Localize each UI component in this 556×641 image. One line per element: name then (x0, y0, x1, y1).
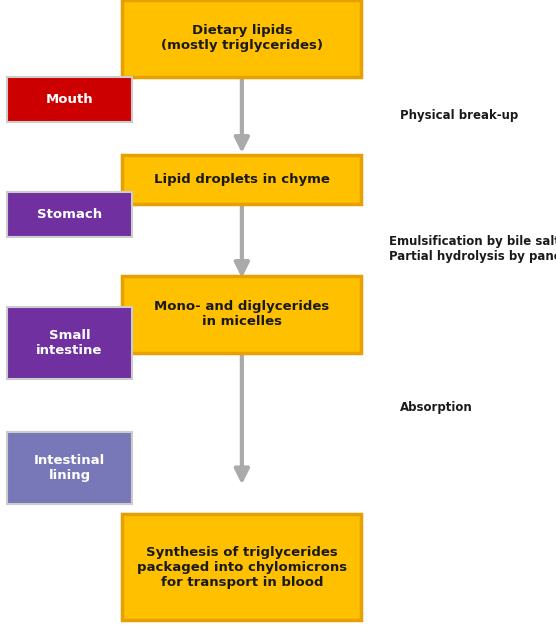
Text: Physical break-up: Physical break-up (400, 109, 519, 122)
FancyBboxPatch shape (7, 77, 132, 122)
Text: Intestinal
lining: Intestinal lining (34, 454, 105, 482)
Text: Small
intestine: Small intestine (36, 329, 103, 357)
FancyBboxPatch shape (122, 514, 361, 620)
Text: Emulsification by bile salts
Partial hydrolysis by pancreatic lipase: Emulsification by bile salts Partial hyd… (389, 235, 556, 263)
Text: Dietary lipids
(mostly triglycerides): Dietary lipids (mostly triglycerides) (161, 24, 323, 53)
FancyBboxPatch shape (122, 0, 361, 77)
FancyBboxPatch shape (7, 192, 132, 237)
Text: Absorption: Absorption (400, 401, 473, 413)
FancyBboxPatch shape (7, 307, 132, 379)
FancyBboxPatch shape (122, 276, 361, 353)
Text: Mono- and diglycerides
in micelles: Mono- and diglycerides in micelles (154, 300, 330, 328)
FancyBboxPatch shape (122, 156, 361, 204)
FancyBboxPatch shape (7, 432, 132, 504)
Text: Stomach: Stomach (37, 208, 102, 221)
Text: Mouth: Mouth (46, 93, 93, 106)
Text: Synthesis of triglycerides
packaged into chylomicrons
for transport in blood: Synthesis of triglycerides packaged into… (137, 545, 347, 589)
Text: Lipid droplets in chyme: Lipid droplets in chyme (154, 173, 330, 186)
